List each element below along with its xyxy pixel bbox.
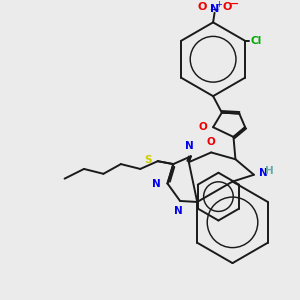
Text: N: N (210, 4, 219, 14)
Text: N: N (174, 206, 183, 216)
Text: O: O (199, 122, 207, 132)
Text: O: O (207, 137, 215, 147)
Text: N: N (259, 168, 268, 178)
Text: +: + (215, 0, 222, 9)
Text: H: H (265, 166, 274, 176)
Text: Cl: Cl (250, 36, 262, 46)
Text: N: N (185, 141, 194, 151)
Text: N: N (152, 178, 161, 188)
Text: O: O (223, 2, 232, 12)
Text: −: − (230, 0, 239, 9)
Text: S: S (144, 155, 152, 165)
Text: O: O (198, 2, 207, 12)
